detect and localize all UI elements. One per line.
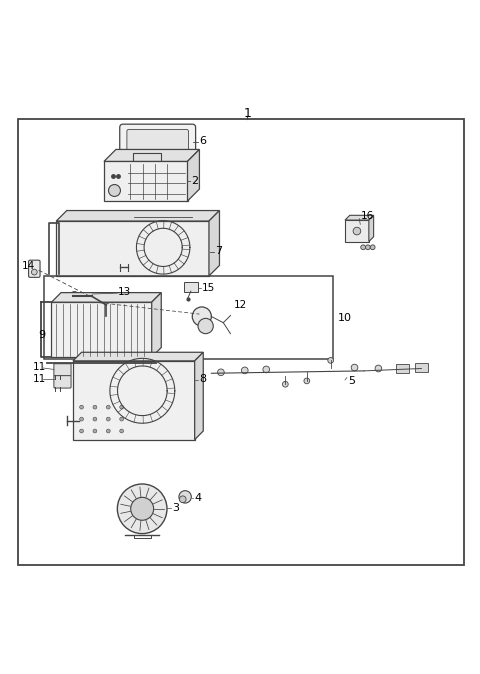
Polygon shape (188, 150, 199, 201)
Circle shape (120, 417, 123, 421)
FancyBboxPatch shape (54, 375, 71, 388)
Polygon shape (209, 210, 219, 276)
Text: 12: 12 (234, 299, 248, 309)
Circle shape (328, 357, 334, 363)
Circle shape (80, 429, 84, 433)
Circle shape (263, 366, 270, 373)
Ellipse shape (108, 185, 120, 196)
Circle shape (198, 318, 213, 334)
Circle shape (32, 269, 37, 275)
Circle shape (241, 367, 248, 374)
Polygon shape (152, 293, 161, 357)
Circle shape (365, 245, 370, 249)
Text: 2: 2 (192, 176, 198, 186)
FancyBboxPatch shape (29, 260, 40, 277)
Text: 15: 15 (202, 283, 215, 293)
Text: 3: 3 (172, 503, 179, 513)
Circle shape (217, 369, 224, 375)
Circle shape (282, 381, 288, 387)
Circle shape (304, 378, 310, 384)
Circle shape (120, 405, 123, 409)
Bar (44, 276, 333, 359)
Text: 14: 14 (22, 262, 35, 272)
FancyBboxPatch shape (184, 282, 198, 292)
Circle shape (93, 417, 97, 421)
Text: 7: 7 (215, 246, 222, 256)
Text: 5: 5 (348, 376, 355, 386)
Circle shape (180, 496, 186, 503)
Circle shape (81, 293, 87, 300)
Polygon shape (56, 210, 219, 221)
Circle shape (117, 484, 167, 534)
Circle shape (375, 365, 382, 372)
Polygon shape (345, 215, 373, 220)
Text: 10: 10 (338, 313, 352, 323)
Text: 9: 9 (38, 330, 46, 340)
Circle shape (107, 405, 110, 409)
Text: 13: 13 (118, 287, 132, 297)
FancyBboxPatch shape (127, 129, 189, 155)
Circle shape (93, 429, 97, 433)
Circle shape (80, 417, 84, 421)
FancyBboxPatch shape (415, 363, 428, 372)
Polygon shape (73, 361, 195, 439)
Circle shape (351, 364, 358, 371)
Circle shape (80, 405, 84, 409)
Polygon shape (345, 220, 369, 241)
Circle shape (93, 405, 97, 409)
Polygon shape (195, 353, 203, 439)
Polygon shape (56, 221, 209, 276)
Polygon shape (51, 302, 152, 357)
Circle shape (353, 227, 361, 235)
Polygon shape (104, 150, 199, 161)
Circle shape (131, 497, 154, 520)
Polygon shape (369, 215, 373, 241)
Circle shape (192, 307, 211, 326)
Circle shape (107, 417, 110, 421)
Text: 8: 8 (199, 373, 206, 384)
Polygon shape (104, 161, 188, 201)
Text: 11: 11 (33, 362, 46, 372)
Circle shape (120, 429, 123, 433)
Polygon shape (51, 293, 161, 302)
Text: 11: 11 (33, 373, 46, 384)
Circle shape (70, 292, 79, 301)
Polygon shape (73, 353, 203, 361)
FancyBboxPatch shape (396, 364, 409, 373)
FancyBboxPatch shape (54, 364, 71, 376)
Circle shape (370, 245, 375, 249)
Text: 4: 4 (194, 493, 201, 503)
Text: 6: 6 (199, 136, 206, 146)
Circle shape (107, 429, 110, 433)
Circle shape (361, 245, 365, 249)
Circle shape (179, 491, 192, 503)
Text: 1: 1 (243, 107, 251, 120)
Text: 16: 16 (361, 211, 374, 221)
FancyBboxPatch shape (120, 124, 196, 161)
